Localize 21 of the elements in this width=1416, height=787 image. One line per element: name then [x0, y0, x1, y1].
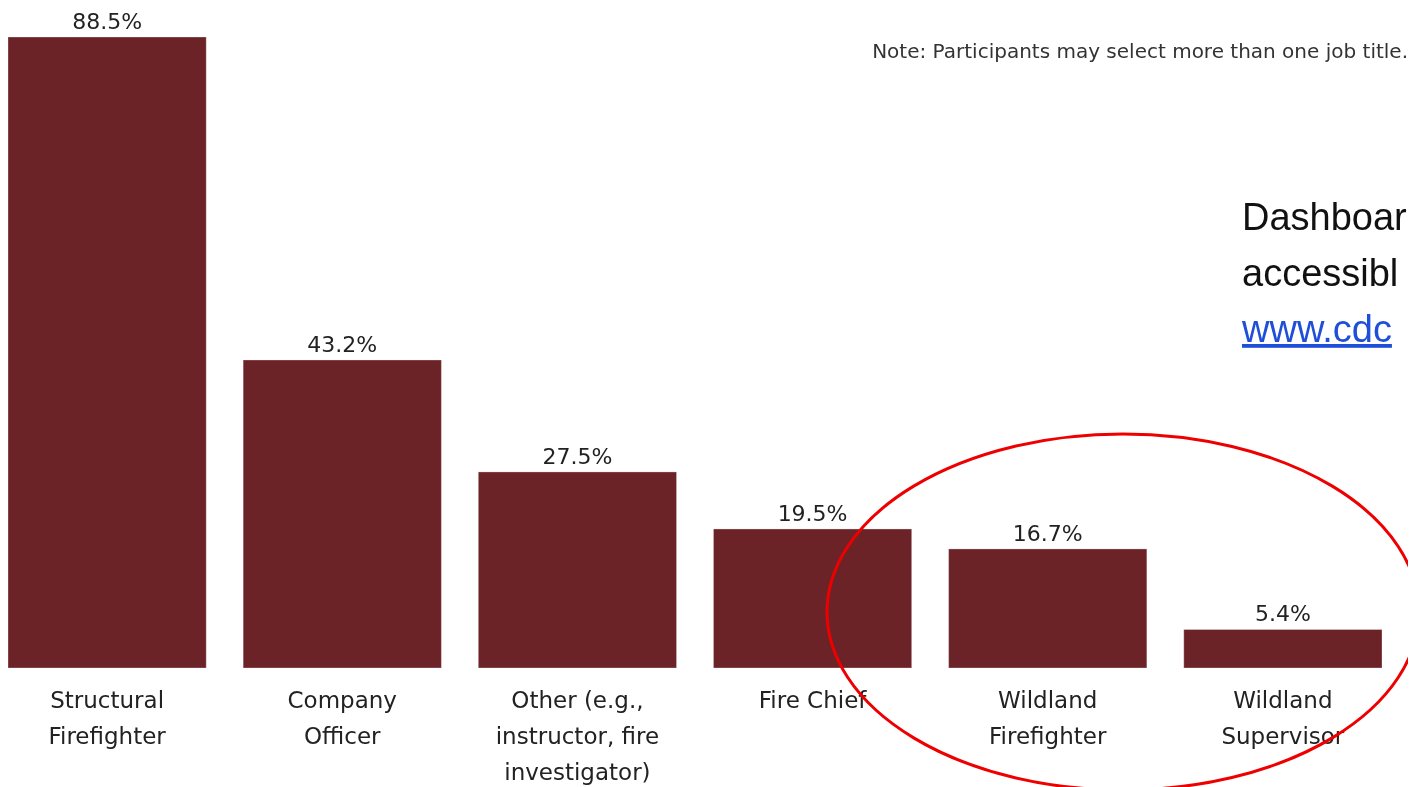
bar	[712, 528, 913, 669]
data-label: 88.5%	[72, 9, 143, 34]
x-tick-label: Wildland Firefighter	[989, 687, 1107, 749]
x-tick-label: Structural Firefighter	[48, 687, 167, 749]
x-tick-label: Company Officer	[287, 687, 397, 749]
bar	[477, 471, 678, 669]
data-label: 16.7%	[1012, 520, 1083, 546]
x-tick-label: Fire Chief	[758, 687, 868, 713]
data-label: 5.4%	[1254, 601, 1311, 627]
annotation: accessibl	[1242, 252, 1399, 294]
data-label: 27.5%	[542, 443, 613, 469]
bar	[1183, 629, 1383, 669]
data-label: 43.2%	[307, 331, 378, 357]
annotation: Note: Participants may select more than one job title.	[872, 39, 1408, 63]
bar	[948, 548, 1148, 669]
bar	[242, 359, 442, 669]
x-tick-label: Other (e.g., instructor, fire investigator)	[495, 687, 660, 785]
bar	[8, 36, 207, 669]
data-label: 19.5%	[777, 500, 848, 526]
annotation: www.cdc	[1241, 308, 1392, 350]
annotation: Dashboar	[1242, 196, 1408, 238]
